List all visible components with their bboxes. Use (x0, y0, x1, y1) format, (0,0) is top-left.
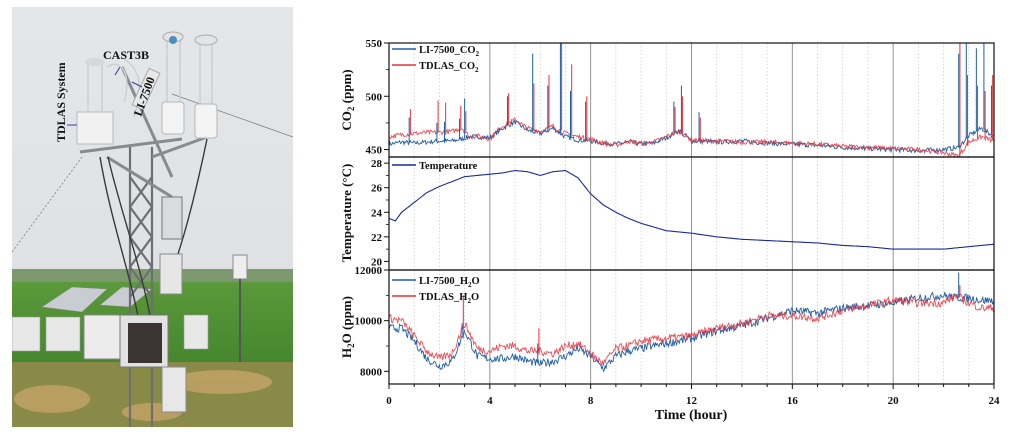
y-tick-label: 10000 (355, 316, 383, 328)
x-tick-label: 20 (888, 395, 900, 407)
y-tick-label: 20 (371, 256, 383, 268)
legend-label-temperature: Temperature (419, 161, 478, 172)
label-cast3b: CAST3B (103, 48, 149, 62)
y-tick-label: 26 (371, 183, 383, 195)
legend-label-tdlas-h2o: TDLAS_H2O (419, 292, 479, 305)
h2o-legend: LI-7500_H2O TDLAS_H2O (392, 276, 480, 305)
white-boxes-row (12, 314, 209, 352)
x-tick-label: 8 (588, 395, 594, 407)
x-tick-label: 16 (787, 395, 799, 407)
label-tdlas-system: TDLAS System (54, 62, 68, 142)
logger-enclosures (83, 196, 187, 413)
sonic-anemometer (106, 58, 141, 118)
y-tick-label: 450 (366, 145, 383, 157)
y-tick-label: 24 (371, 207, 383, 219)
temperature-legend: Temperature (392, 161, 478, 172)
y-tick-label: 22 (371, 232, 383, 244)
rain-gauge-post (232, 254, 248, 362)
annotation-arrows (67, 66, 143, 126)
solar-panels (41, 286, 153, 313)
series-li-7500-h2o (388, 291, 994, 373)
x-tick-label: 12 (686, 395, 698, 407)
y-tick-label: 550 (366, 38, 383, 50)
legend-label-li7500-co2: LI-7500_CO2 (419, 45, 480, 58)
cross-arms (79, 66, 208, 199)
radiometer-sensors (161, 31, 218, 139)
x-tick-label: 24 (989, 395, 1001, 407)
axes-layer: 450 500 550 20 22 24 26 28 8000 10000 12000 0 4 8 12 16… (355, 38, 1001, 407)
y-tick-label: 8000 (360, 366, 383, 378)
co2-legend: LI-7500_CO2 TDLAS_CO2 (392, 45, 480, 74)
legend-label-tdlas-co2: TDLAS_CO2 (419, 61, 479, 74)
temperature-ylabel: Temperature (°C) (339, 164, 354, 263)
co2-ylabel: CO2 (ppm) (339, 69, 356, 130)
guy-wire (171, 93, 293, 138)
series-tdlas-h2o (388, 292, 994, 367)
x-tick-label: 0 (386, 395, 392, 407)
x-tick-label: 4 (487, 395, 493, 407)
x-axis-label: Time (hour) (655, 408, 728, 423)
series-tdlas-co2 (388, 117, 994, 158)
y-tick-label: 28 (371, 158, 383, 170)
tower-photo: TDLAS System CAST3B LI-7500 (12, 7, 293, 427)
time-series-chart: 450 500 550 20 22 24 26 28 8000 10000 12000 0 4 8 12 16… (339, 38, 1001, 423)
y-tick-label: 500 (366, 91, 383, 103)
h2o-ylabel: H2O (ppm) (339, 296, 356, 358)
series-layer (388, 43, 995, 373)
series-temperature (388, 169, 995, 250)
tdlas-sensor (76, 58, 114, 145)
y-tick-label: 12000 (355, 265, 383, 277)
legend-label-li7500-h2o: LI-7500_H2O (419, 276, 480, 289)
